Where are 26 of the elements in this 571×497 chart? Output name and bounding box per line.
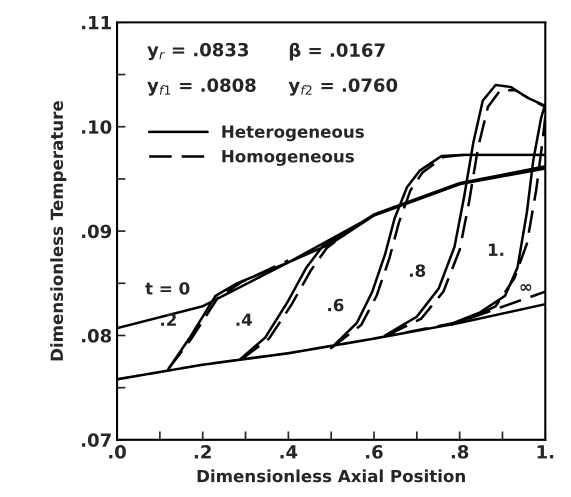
- y-tick-label: .10: [82, 120, 112, 134]
- y-tick-label: .08: [82, 328, 112, 343]
- annotation: β = .0167: [290, 42, 385, 60]
- annotation: 1.: [488, 244, 504, 256]
- annotation: .6: [328, 298, 344, 312]
- x-tick-label: .0: [109, 445, 126, 459]
- annotation: y$_{f1}$ = .0808: [147, 78, 256, 96]
- x-tick-label: .2: [194, 445, 211, 458]
- x-tick-label: .8: [452, 445, 468, 459]
- annotation: y$_{f2}$ = .0760: [288, 78, 398, 96]
- x-tick-label: .4: [280, 445, 298, 458]
- x-tick-label: .6: [366, 445, 383, 459]
- x-tick-label: 1.: [538, 445, 554, 458]
- annotation: y$_{r}$ = .0833: [147, 42, 248, 60]
- annotation: .4: [236, 314, 252, 326]
- y-tick-label: .07: [82, 433, 111, 447]
- legend-label: Heterogeneous: [222, 126, 364, 142]
- y-axis-title: Dimensionless Temperature: [50, 101, 66, 360]
- legend-label: Homogeneous: [222, 150, 354, 166]
- annotation: .2: [161, 313, 176, 326]
- y-tick-label: .11: [82, 16, 111, 30]
- x-axis-title: Dimensionless Axial Position: [198, 469, 465, 482]
- annotation: ∞: [520, 284, 532, 291]
- annotation: t = 0: [145, 282, 190, 295]
- y-tick-label: .09: [82, 224, 112, 238]
- annotation: .8: [410, 264, 426, 277]
